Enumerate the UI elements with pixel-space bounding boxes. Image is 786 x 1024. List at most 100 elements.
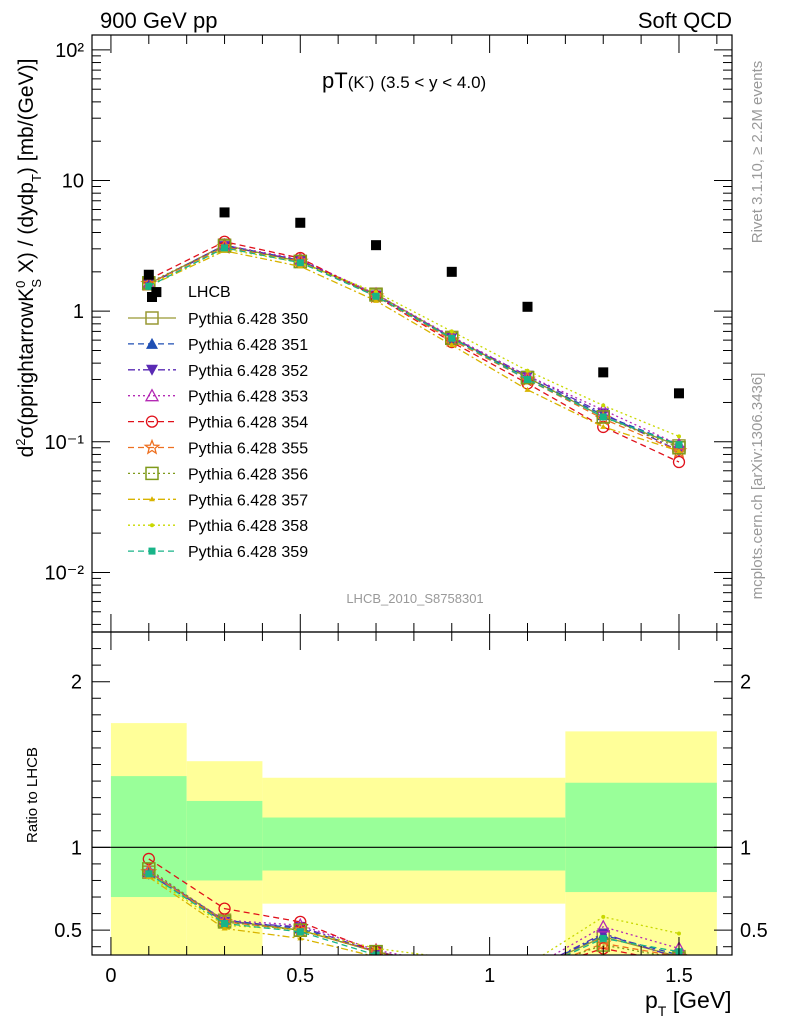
legend-entry: Pythia 6.428 358 xyxy=(128,518,308,535)
legend-label: Pythia 6.428 350 xyxy=(188,311,308,328)
series-marker xyxy=(145,282,153,290)
series-marker xyxy=(448,334,456,342)
stat-uncertainty-band-2 xyxy=(262,817,566,871)
legend-label: Pythia 6.428 352 xyxy=(188,363,308,380)
legend-marker xyxy=(150,523,154,528)
ratio-y-tick-label-right: 2 xyxy=(740,672,751,694)
data-point xyxy=(522,301,533,312)
series-marker xyxy=(449,329,454,334)
series-marker xyxy=(221,244,229,252)
axes: 10⁻² 10⁻¹ 1 10 10² 0 0.5 1 1.5 0.5 0.5 1 1 2 2 xyxy=(45,34,768,987)
plot-title: pT(K-) (3.5 < y < 4.0) xyxy=(322,68,486,93)
series-marker xyxy=(373,297,380,303)
legend-title: LHCB xyxy=(188,284,231,301)
data-point xyxy=(371,240,382,251)
legend-label: Pythia 6.428 356 xyxy=(188,466,308,483)
ratio-line xyxy=(148,868,664,955)
legend-marker xyxy=(149,496,155,502)
legend-entry: Pythia 6.428 351 xyxy=(128,337,308,354)
legend-entry: Pythia 6.428 350 xyxy=(128,311,308,328)
legend-label: Pythia 6.428 358 xyxy=(188,518,308,535)
rivet-version: Rivet 3.1.10, ≥ 2.2M events xyxy=(749,61,766,244)
series-line xyxy=(148,241,680,463)
legend-marker xyxy=(145,415,159,428)
ratio-line xyxy=(148,871,680,955)
series-marker xyxy=(296,259,304,267)
ratio-marker xyxy=(294,915,307,929)
series-line xyxy=(148,245,680,452)
legend-entry: Pythia 6.428 352 xyxy=(128,363,308,380)
ratio-marker xyxy=(221,920,229,928)
ratio-marker xyxy=(676,931,681,936)
ratio-frame xyxy=(91,631,733,956)
data-point xyxy=(598,367,609,378)
x-tick-label: 1.5 xyxy=(665,965,693,987)
legend-entry: Pythia 6.428 353 xyxy=(128,388,308,406)
series-marker xyxy=(601,403,606,408)
y-tick-label: 10⁻² xyxy=(45,562,85,584)
series-marker xyxy=(675,448,682,454)
ratio-marker xyxy=(296,928,304,936)
ratio-marker xyxy=(601,914,606,919)
series-marker xyxy=(672,455,686,469)
series-marker xyxy=(675,441,683,449)
series-marker xyxy=(524,386,531,392)
legend-label: Pythia 6.428 359 xyxy=(188,544,308,561)
legend-label: Pythia 6.428 357 xyxy=(188,492,308,509)
header-right: Soft QCD xyxy=(638,8,732,33)
series-marker xyxy=(599,413,607,421)
ratio-y-tick-label-right: 1 xyxy=(740,837,751,859)
ratio-y-tick-label: 1 xyxy=(71,837,82,859)
legend-entry: Pythia 6.428 356 xyxy=(128,466,308,483)
data-point xyxy=(143,269,154,280)
ratio-line xyxy=(148,873,672,955)
y-tick-label: 10⁻¹ xyxy=(45,432,85,454)
x-tick-label: 1 xyxy=(484,965,495,987)
ratio-marker xyxy=(221,925,228,931)
series-marker xyxy=(372,292,380,300)
ratio-y-tick-label: 2 xyxy=(71,672,82,694)
legend-entry: Pythia 6.428 359 xyxy=(128,544,308,561)
legend: LHCB Pythia 6.428 350 Pythia 6.428 351 Pyth… xyxy=(128,284,308,561)
series-marker xyxy=(600,423,607,429)
series-line xyxy=(148,244,680,446)
data-point xyxy=(295,217,306,228)
series-line xyxy=(148,245,680,449)
y-axis-label-main: d2σ(pprightarrowK0S X) / (dydpT) [mb/(Ge… xyxy=(13,59,44,458)
ratio-line xyxy=(148,869,680,955)
legend-entry: Pythia 6.428 354 xyxy=(128,415,308,432)
legend-label: Pythia 6.428 353 xyxy=(188,389,308,406)
legend-data-marker xyxy=(147,292,157,302)
analysis-id: LHCB_2010_S8758301 xyxy=(346,591,483,606)
ratio-line xyxy=(148,858,641,955)
stat-uncertainty-band-1 xyxy=(186,800,263,881)
stat-uncertainty-band-3 xyxy=(565,782,717,893)
legend-entry: Pythia 6.428 357 xyxy=(128,492,308,509)
ratio-marker xyxy=(596,919,611,933)
ratio-marker xyxy=(145,870,153,878)
legend-entry: Pythia 6.428 355 xyxy=(128,438,308,458)
legend-label: Pythia 6.428 354 xyxy=(188,415,308,432)
data-point xyxy=(446,266,457,277)
ratio-line xyxy=(148,874,680,955)
ratio-y-tick-label-right: 0.5 xyxy=(740,920,768,942)
legend-marker xyxy=(143,438,161,455)
series-10 xyxy=(145,244,683,449)
legend-marker xyxy=(145,466,159,481)
series-marker xyxy=(594,409,612,426)
legend-label: Pythia 6.428 351 xyxy=(188,337,308,354)
series-marker xyxy=(524,375,532,383)
y-axis-label-ratio: Ratio to LHCB xyxy=(24,747,41,843)
legend-marker xyxy=(146,337,158,349)
series-marker xyxy=(676,434,681,439)
ratio-marker xyxy=(599,934,607,942)
legend-marker xyxy=(144,388,160,402)
y-tick-label: 1 xyxy=(73,301,84,323)
series-marker xyxy=(448,342,455,348)
ratio-bands xyxy=(110,723,717,955)
ratio-marker xyxy=(369,944,383,955)
x-tick-label: 0 xyxy=(105,965,116,987)
x-axis-label: pT [GeV] xyxy=(645,987,732,1019)
ratio-line xyxy=(148,873,680,955)
